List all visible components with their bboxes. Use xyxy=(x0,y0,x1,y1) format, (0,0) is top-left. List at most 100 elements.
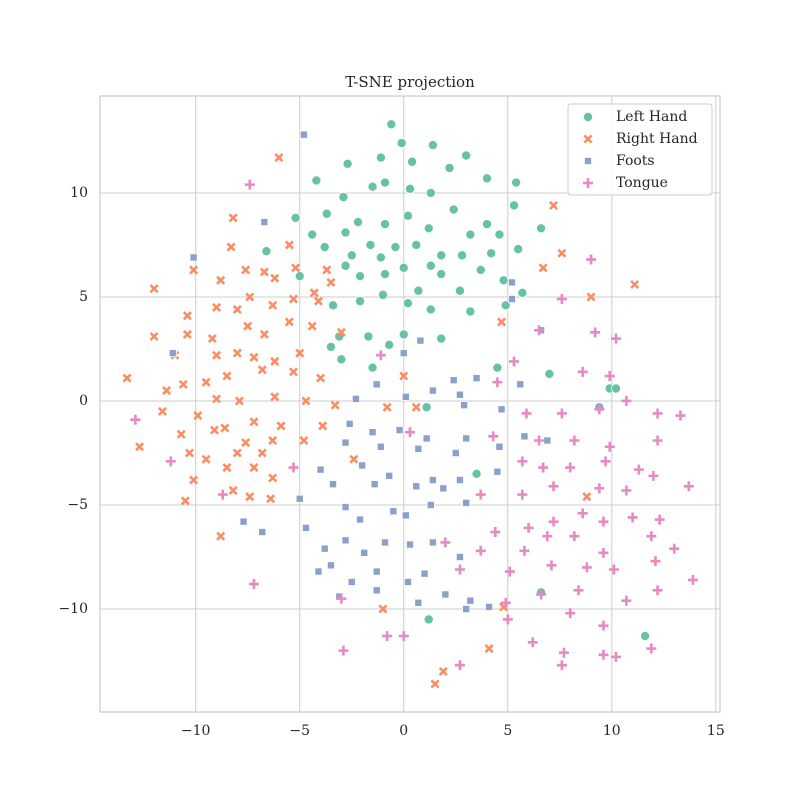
point xyxy=(557,248,567,258)
point xyxy=(367,181,378,192)
point xyxy=(403,577,412,586)
point xyxy=(455,553,464,562)
point xyxy=(245,492,255,502)
point xyxy=(232,348,242,358)
point xyxy=(295,348,305,358)
point xyxy=(411,239,422,250)
point xyxy=(604,371,615,382)
point xyxy=(378,604,388,614)
point xyxy=(471,468,482,479)
point xyxy=(375,350,386,361)
point xyxy=(189,265,199,275)
point xyxy=(345,419,354,428)
plot-frame xyxy=(99,95,721,713)
point xyxy=(380,269,391,280)
point xyxy=(299,130,308,139)
point xyxy=(341,438,350,447)
point xyxy=(340,227,351,238)
point xyxy=(504,566,515,577)
point xyxy=(346,250,357,261)
point xyxy=(577,366,588,377)
point xyxy=(241,438,251,448)
point xyxy=(270,356,280,366)
point xyxy=(248,579,259,590)
point xyxy=(404,183,415,194)
point xyxy=(274,153,284,163)
point xyxy=(455,390,464,399)
point xyxy=(538,462,549,473)
point xyxy=(338,645,349,656)
point xyxy=(538,263,548,273)
point xyxy=(652,408,663,419)
point xyxy=(590,327,601,338)
point xyxy=(402,298,413,309)
point xyxy=(182,329,192,339)
point xyxy=(454,564,465,575)
point xyxy=(228,213,238,223)
point xyxy=(355,296,366,307)
y-tick-label: −10 xyxy=(58,601,88,617)
point xyxy=(507,295,516,304)
point xyxy=(600,456,611,467)
point xyxy=(414,598,423,607)
point xyxy=(630,279,640,290)
point xyxy=(290,212,301,223)
point xyxy=(386,119,397,130)
point xyxy=(349,454,359,464)
point xyxy=(492,377,503,388)
point xyxy=(268,435,278,446)
point xyxy=(220,423,230,433)
point xyxy=(351,394,360,403)
point xyxy=(211,350,222,360)
point xyxy=(382,402,392,412)
legend-marker xyxy=(583,178,593,188)
point xyxy=(420,569,429,578)
point xyxy=(222,463,232,473)
point xyxy=(130,414,141,425)
point xyxy=(257,448,267,458)
point xyxy=(454,660,465,671)
point xyxy=(481,173,492,184)
legend: Left Hand Right Hand Foots Tongue xyxy=(567,103,713,196)
point xyxy=(565,462,576,473)
point xyxy=(261,246,272,257)
point xyxy=(382,631,393,642)
point xyxy=(436,250,447,261)
point xyxy=(648,470,659,481)
point xyxy=(367,362,378,373)
x-tick-label: 10 xyxy=(603,723,621,739)
x-tick-label: −10 xyxy=(181,723,211,739)
point xyxy=(511,177,522,188)
point xyxy=(260,218,269,227)
point xyxy=(149,284,159,294)
point xyxy=(486,248,497,259)
point xyxy=(461,150,472,161)
point xyxy=(258,528,267,537)
point xyxy=(413,285,424,296)
point xyxy=(416,336,425,345)
point xyxy=(316,465,325,474)
point xyxy=(652,585,663,596)
point xyxy=(586,292,596,302)
point xyxy=(411,402,421,412)
point xyxy=(425,187,436,198)
point xyxy=(581,562,592,573)
point xyxy=(654,514,665,525)
point xyxy=(168,349,177,358)
point xyxy=(268,300,278,310)
point xyxy=(675,410,686,421)
point xyxy=(184,448,194,458)
point xyxy=(347,577,356,586)
point xyxy=(189,253,198,262)
point xyxy=(259,267,269,277)
point xyxy=(176,429,186,439)
point xyxy=(440,537,451,548)
point xyxy=(436,333,447,344)
point xyxy=(425,304,436,315)
point xyxy=(497,405,506,414)
legend-marker xyxy=(584,156,593,165)
point xyxy=(325,341,336,352)
point xyxy=(430,679,440,689)
point xyxy=(422,434,431,443)
